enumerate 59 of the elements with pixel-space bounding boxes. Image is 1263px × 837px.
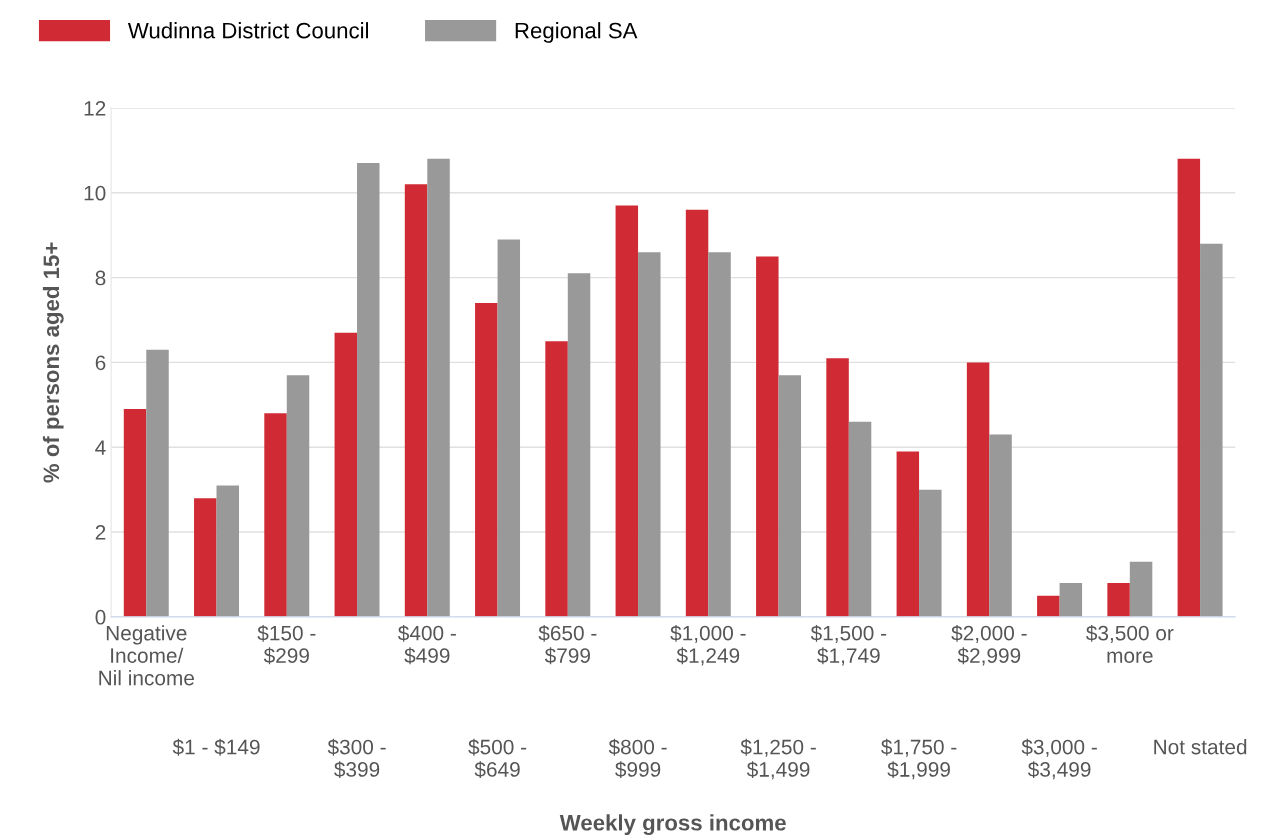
y-tick-label: 8 — [95, 270, 106, 286]
x-tick-label: $150 - $299 — [257, 624, 316, 665]
x-tick-label: Not stated — [1154, 739, 1247, 755]
legend-label: Wudinna District Council — [127, 22, 369, 39]
bar — [567, 273, 591, 617]
legend-label: Regional SA — [515, 22, 638, 43]
x-tick-label: $400 - $499 — [397, 624, 456, 665]
x-tick-label: $650 - $799 — [538, 624, 597, 665]
x-tick-label: $1 - $149 — [172, 738, 260, 756]
y-tick-label: 4 — [95, 440, 106, 455]
x-tick-label: $3,000 - $3,499 — [1021, 738, 1097, 780]
bar — [427, 158, 450, 617]
bar — [685, 209, 709, 617]
bar — [146, 349, 169, 617]
bar — [216, 485, 240, 617]
y-tick-label: 6 — [95, 355, 106, 371]
y-tick-label: 12 — [84, 100, 106, 116]
bar — [826, 358, 849, 617]
y-tick-label: 10 — [84, 185, 106, 201]
x-tick-label: $800 - $999 — [608, 738, 667, 779]
bar — [1129, 561, 1153, 617]
bar — [497, 239, 521, 617]
bar — [1200, 243, 1223, 617]
x-tick-label: $1,250 - $1,499 — [740, 738, 816, 780]
bar — [966, 362, 990, 617]
bar — [756, 256, 779, 617]
y-axis-title: % of persons aged 15+ — [42, 242, 64, 483]
x-tick-label: $2,000 - $2,999 — [951, 624, 1027, 666]
x-tick-label: $3,500 or more — [1086, 624, 1174, 663]
x-tick-label: $1,000 - $1,249 — [670, 624, 746, 666]
bar — [286, 375, 310, 617]
bar — [638, 252, 661, 617]
bar — [404, 184, 428, 617]
bar — [1177, 158, 1201, 617]
bar — [848, 421, 872, 617]
bar — [1059, 582, 1083, 617]
x-tick-label: $500 - $649 — [468, 738, 527, 779]
x-tick-label: Negative Income/ Nil income — [99, 625, 194, 686]
x-tick-label: $1,750 - $1,999 — [881, 738, 957, 780]
bar — [194, 498, 217, 617]
bar — [357, 163, 380, 617]
y-tick-label: 2 — [95, 525, 106, 540]
bar — [708, 252, 731, 617]
bar — [989, 434, 1012, 617]
bar — [475, 303, 498, 617]
x-tick-label: $1,500 - $1,749 — [810, 624, 887, 666]
bar — [896, 451, 920, 617]
bar — [334, 332, 358, 617]
bar — [264, 413, 287, 617]
bar — [919, 489, 942, 617]
bar — [123, 409, 147, 617]
bar — [1037, 595, 1060, 617]
bar — [1107, 582, 1130, 617]
bar — [615, 205, 639, 617]
bar — [778, 375, 802, 617]
x-axis-title: Weekly gross income — [559, 814, 786, 836]
bar — [545, 341, 568, 617]
x-tick-label: $300 - $399 — [327, 738, 386, 779]
y-tick-label: 0 — [95, 609, 106, 625]
